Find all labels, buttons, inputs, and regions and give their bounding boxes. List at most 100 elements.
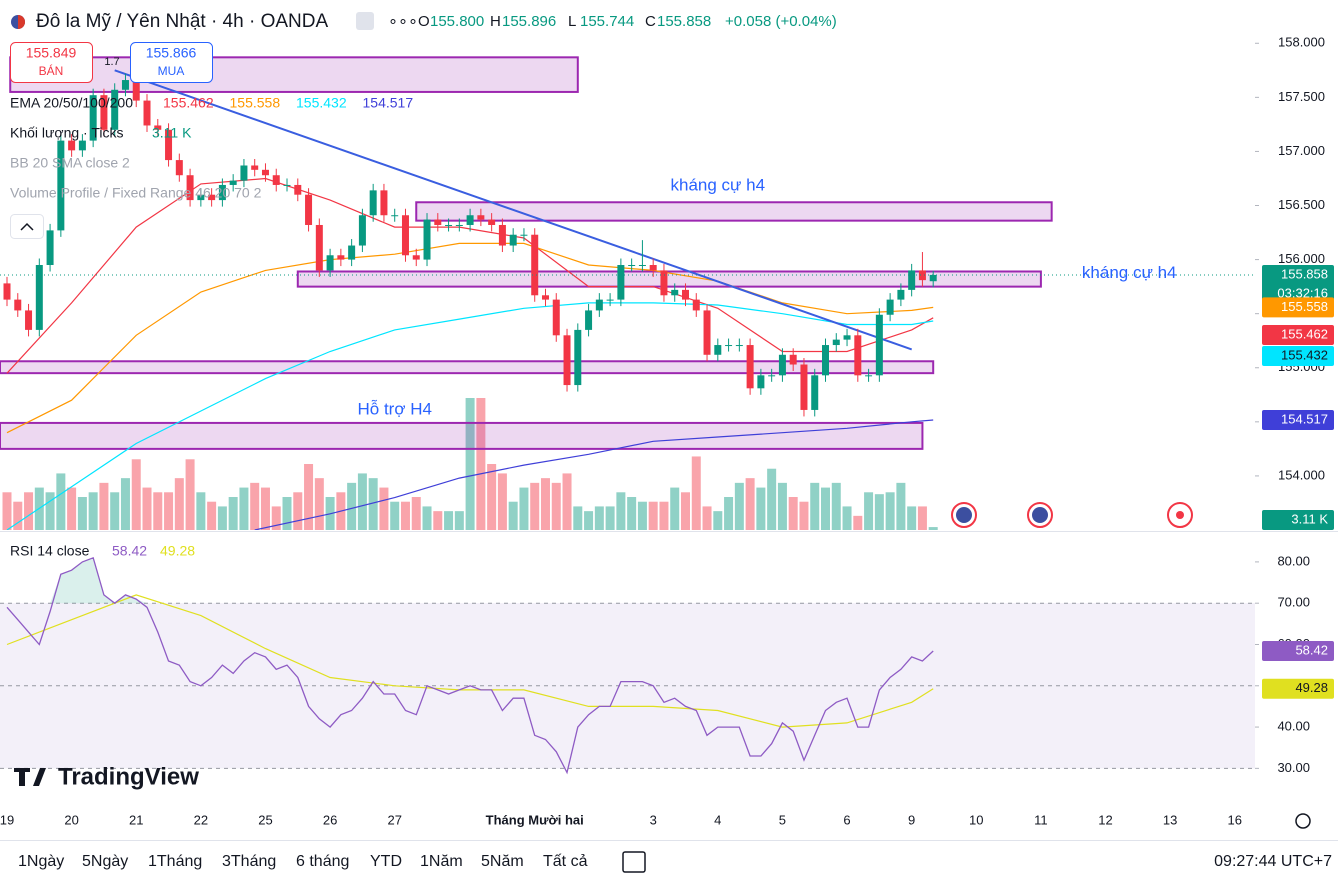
range-button[interactable]: YTD [370, 853, 402, 870]
candle-body [197, 194, 205, 201]
x-tick-label: 10 [969, 812, 983, 827]
volume-bar [637, 501, 647, 530]
volume-bar [562, 473, 572, 530]
candle-body [68, 140, 76, 151]
range-button[interactable]: Tất cả [543, 853, 588, 870]
rsi-tag-bg [1262, 641, 1334, 662]
candle-body [541, 295, 549, 300]
candle-body [186, 175, 194, 201]
ema-tag-bg [1262, 346, 1334, 366]
range-button[interactable]: 3Tháng [222, 853, 276, 870]
volume-bar [831, 482, 841, 530]
ema-legend-value: 155.462 [163, 95, 214, 111]
volume-bar [928, 527, 938, 530]
x-tick-label: 25 [258, 812, 272, 827]
collapse-button[interactable] [10, 214, 44, 239]
rsi-ma-tag: 49.28 [1295, 680, 1328, 695]
candle-body [714, 345, 722, 355]
volume-bar [594, 506, 604, 530]
ema-legend-value: 154.517 [363, 95, 414, 111]
sell-button[interactable] [10, 42, 93, 83]
x-tick-label: 19 [0, 812, 14, 827]
icon[interactable] [356, 12, 374, 30]
volume-bar [691, 456, 701, 530]
candle-body [531, 234, 539, 296]
volume-legend: Khối lượng · Ticks [10, 125, 123, 141]
volume-bar [734, 482, 744, 530]
more-icon[interactable]: ∘∘∘ [388, 13, 418, 30]
candle-body [477, 215, 485, 220]
ohlc-letter: C [645, 13, 656, 30]
last-price-tag: 155.858 [1281, 266, 1328, 281]
range-button[interactable]: 1Ngày [18, 853, 64, 870]
x-tick-label: 3 [650, 812, 657, 827]
candle-body [606, 299, 614, 301]
toolbar: 1Ngày 5Ngày 1Tháng 3Tháng 6 tháng YTD 1Năm 5Năm… [18, 853, 588, 870]
volume-legend-value: 3.11 K [152, 125, 192, 141]
candle-body [251, 165, 259, 170]
x-tick-label: 20 [64, 812, 78, 827]
volume-bar [756, 487, 766, 530]
candle-body [78, 140, 86, 151]
y-tick-label: 158.000 [1278, 35, 1325, 50]
candle-body [57, 140, 65, 231]
buy-button[interactable] [130, 42, 213, 83]
candle-body [692, 299, 700, 311]
candle-body [488, 219, 496, 225]
volume-bar [293, 492, 303, 530]
volume-bar [444, 511, 454, 530]
volume-bar [508, 501, 518, 530]
ema-legend-value: 155.432 [296, 95, 347, 111]
volume-bar [788, 497, 798, 530]
range-button[interactable]: 5Ngày [82, 853, 128, 870]
candle-body [89, 95, 97, 141]
volume-bar [185, 459, 195, 530]
zone [296, 270, 1042, 288]
candle-body [358, 215, 366, 246]
candle-body [520, 234, 528, 236]
rsi-plot [0, 556, 1255, 775]
candle-body [509, 234, 517, 246]
x-tick-label: 13 [1163, 812, 1177, 827]
candle-body [466, 215, 474, 225]
spread: 1.7 [104, 56, 119, 68]
candle-body [563, 335, 571, 386]
candle-body [768, 375, 776, 377]
volume-bar [153, 492, 163, 530]
candle-body [800, 364, 808, 410]
volume-bar [56, 473, 66, 530]
volume-bar [821, 487, 831, 530]
ema-line [6, 242, 934, 434]
candle-body [628, 265, 636, 266]
range-button[interactable]: 1Năm [420, 853, 463, 870]
candle-body [671, 289, 679, 296]
range-button[interactable]: 5Năm [481, 853, 524, 870]
candle-body [3, 283, 11, 300]
candle-body [326, 255, 334, 271]
volume-bar [217, 506, 227, 530]
volume-bar [260, 487, 270, 530]
x-tick-label: 5 [779, 812, 786, 827]
candle-body [380, 190, 388, 216]
candle-body [294, 184, 302, 195]
candle-body [315, 224, 323, 271]
settings-icon[interactable] [1295, 813, 1311, 829]
candle-body [305, 194, 313, 225]
candle-body [337, 255, 345, 260]
range-button[interactable]: 6 tháng [296, 853, 349, 870]
clock: 09:27:44 UTC+7 [1214, 853, 1332, 870]
volume-bar [314, 478, 324, 530]
x-tick-label: 12 [1098, 812, 1112, 827]
volume-bar [45, 492, 55, 530]
flag-icon [956, 507, 972, 523]
candle-body [908, 270, 916, 290]
candle-body [240, 165, 248, 181]
range-button[interactable]: 1Tháng [148, 853, 202, 870]
candle-body [35, 265, 43, 330]
x-tick-label: 11 [1034, 812, 1048, 827]
volume-bar [519, 487, 529, 530]
calendar-icon[interactable] [622, 851, 646, 873]
candle-body [875, 314, 883, 376]
candle-body [778, 354, 786, 376]
volume-bar [433, 511, 443, 530]
